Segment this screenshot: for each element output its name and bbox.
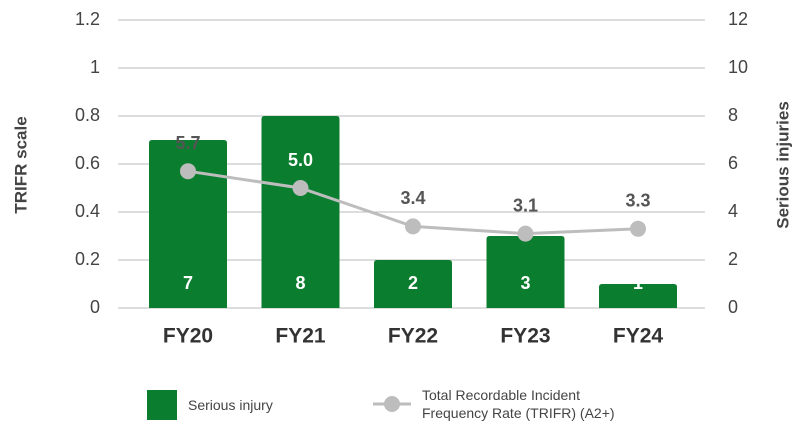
legend-label: Serious injury — [188, 397, 273, 413]
x-tick-label: FY24 — [613, 325, 664, 348]
y2-tick-label: 8 — [728, 105, 738, 125]
bar — [261, 116, 340, 308]
bar — [599, 284, 677, 308]
bar-value-label: 3 — [520, 273, 530, 293]
line-value-label: 3.3 — [625, 191, 650, 211]
line-point — [292, 180, 309, 196]
line-value-label: 3.1 — [513, 195, 538, 215]
line-value-label: 5.7 — [175, 133, 200, 153]
x-tick-label: FY21 — [275, 325, 326, 348]
y-tick-label: 0 — [90, 297, 100, 317]
legend-label: Total Recordable Incident Frequency Rate… — [422, 387, 615, 421]
y2-tick-label: 0 — [728, 297, 738, 317]
bar — [149, 140, 227, 308]
bar-value-label: 1 — [633, 273, 643, 293]
y2-tick-label: 12 — [728, 9, 748, 29]
x-tick-label: FY20 — [163, 325, 213, 348]
y-tick-label: 0.8 — [75, 105, 100, 125]
legend-line-icon — [373, 396, 411, 412]
bar-value-label: 8 — [295, 273, 305, 293]
line-point — [180, 163, 196, 180]
y2-tick-label: 2 — [728, 249, 738, 269]
legend-swatch — [147, 390, 177, 420]
x-tick-label: FY23 — [500, 325, 550, 348]
y-axis-title: TRIFR scale — [11, 116, 30, 213]
y-tick-label: 1.2 — [75, 9, 100, 29]
line-point — [630, 220, 646, 237]
y-tick-label: 1 — [90, 57, 100, 77]
y2-tick-label: 4 — [728, 201, 738, 221]
bar — [486, 236, 565, 308]
y-tick-label: 0.4 — [75, 201, 100, 221]
x-tick-label: FY22 — [388, 325, 438, 348]
bar-value-label: 2 — [408, 273, 418, 293]
y-tick-label: 0.6 — [75, 153, 100, 173]
line-point — [517, 225, 534, 242]
line-point — [405, 218, 421, 235]
y2-tick-label: 10 — [728, 57, 748, 77]
line-value-label: 5.0 — [288, 150, 313, 170]
bar-value-label: 7 — [183, 273, 193, 293]
y2-axis-title: Serious injuries — [773, 101, 792, 229]
y2-tick-label: 6 — [728, 153, 738, 173]
bar — [374, 260, 452, 308]
y-tick-label: 0.2 — [75, 249, 100, 269]
line-value-label: 3.4 — [400, 188, 425, 208]
